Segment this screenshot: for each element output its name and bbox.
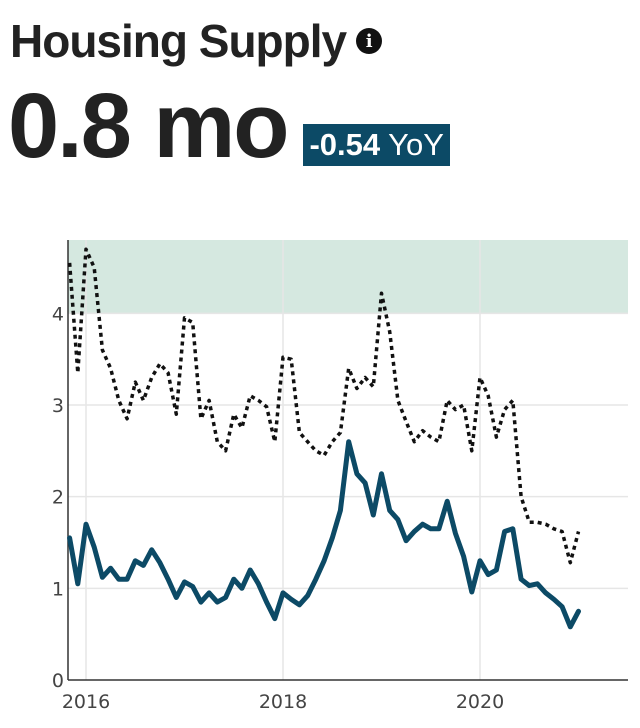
yoy-label: YoY bbox=[388, 127, 444, 162]
series-line-dotted bbox=[67, 247, 581, 565]
x-tick-label: 2020 bbox=[456, 691, 504, 713]
housing-supply-chart: 0 1 2 3 4 2016 2018 2020 bbox=[52, 240, 628, 713]
shaded-band bbox=[68, 240, 628, 314]
y-tick-label: 3 bbox=[52, 395, 64, 417]
metric-value: 0.8 mo bbox=[8, 75, 289, 177]
metric-row: 0.8 mo -0.54 YoY bbox=[8, 80, 450, 172]
y-tick-label: 2 bbox=[52, 487, 64, 509]
page-title: Housing Supply bbox=[10, 15, 347, 67]
x-tick-label: 2016 bbox=[62, 691, 110, 713]
x-tick-label: 2018 bbox=[259, 691, 307, 713]
title-row: Housing Supply i bbox=[10, 14, 383, 68]
yoy-value: -0.54 bbox=[309, 127, 381, 162]
y-tick-label: 1 bbox=[52, 578, 64, 600]
info-icon[interactable]: i bbox=[356, 28, 383, 54]
y-tick-label: 4 bbox=[52, 303, 64, 325]
y-tick-label: 0 bbox=[52, 670, 64, 692]
series-line-solid bbox=[67, 439, 581, 630]
yoy-badge: -0.54 YoY bbox=[303, 124, 450, 166]
